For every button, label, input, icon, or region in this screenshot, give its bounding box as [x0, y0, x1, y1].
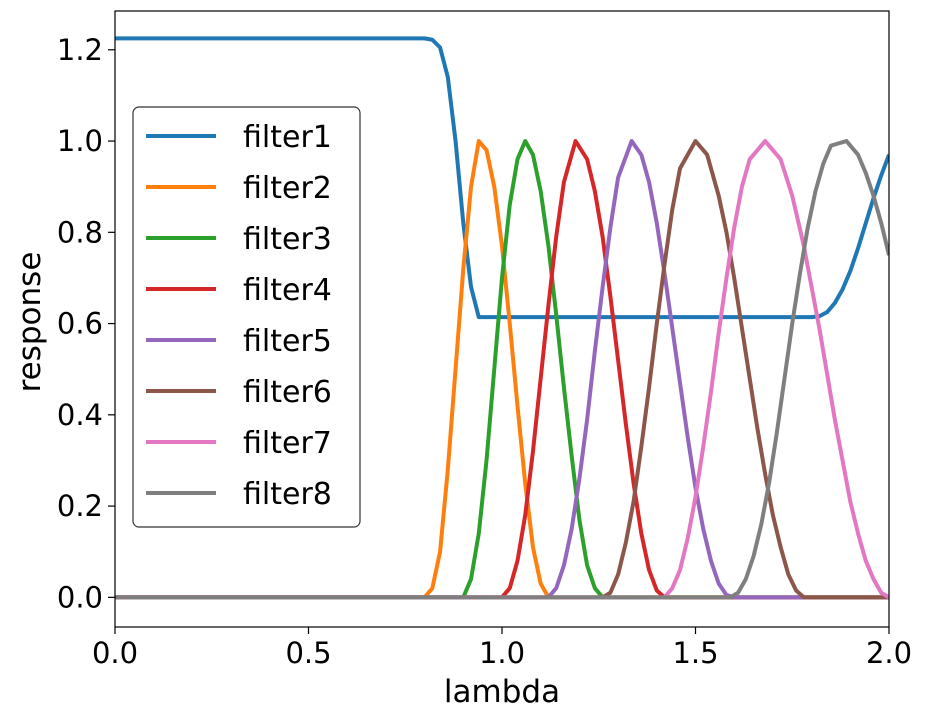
series-line-filter6 — [115, 139, 889, 600]
plot-area — [114, 10, 890, 628]
y-axis: 0.0 0.2 0.4 0.6 0.8 1.0 1.2 — [57, 33, 115, 614]
y-tick-label: 0.6 — [57, 307, 103, 341]
y-axis-label: response — [12, 252, 48, 393]
x-tick-label: 1.5 — [672, 636, 718, 670]
legend-label-filter7: filter7 — [243, 426, 332, 461]
series-line-filter8 — [115, 139, 889, 600]
series-line-filter4 — [115, 139, 889, 600]
series-line-filter5 — [115, 139, 889, 600]
legend-label-filter5: filter5 — [243, 324, 332, 359]
y-tick-label: 0.2 — [57, 489, 103, 523]
legend-label-filter1: filter1 — [243, 120, 332, 155]
x-tick-label: 2.0 — [866, 636, 912, 670]
x-axis-label: lambda — [444, 674, 560, 710]
y-tick-label: 1.2 — [57, 33, 103, 67]
x-tick-label: 1.0 — [479, 636, 525, 670]
x-tick-label: 0.5 — [285, 636, 331, 670]
y-tick-label: 0.8 — [57, 215, 103, 249]
y-tick-label: 1.0 — [57, 124, 103, 158]
series-line-filter7 — [115, 139, 889, 600]
legend-label-filter6: filter6 — [243, 375, 332, 410]
legend: filter1 filter2 filter3 filter4 filter5 filte… — [132, 106, 361, 528]
legend-box — [132, 106, 361, 528]
legend-label-filter2: filter2 — [243, 171, 332, 206]
series-line-filter2 — [115, 139, 889, 600]
series-line-filter3 — [115, 139, 889, 600]
x-tick-label: 0.0 — [92, 636, 138, 670]
legend-label-filter8: filter8 — [243, 477, 332, 512]
y-tick-label: 0.0 — [57, 580, 103, 614]
legend-label-filter3: filter3 — [243, 222, 332, 257]
y-tick-label: 0.4 — [57, 398, 103, 432]
series-lines — [115, 36, 889, 600]
x-axis: 0.0 0.5 1.0 1.5 2.0 — [92, 627, 912, 670]
legend-label-filter4: filter4 — [243, 273, 332, 308]
